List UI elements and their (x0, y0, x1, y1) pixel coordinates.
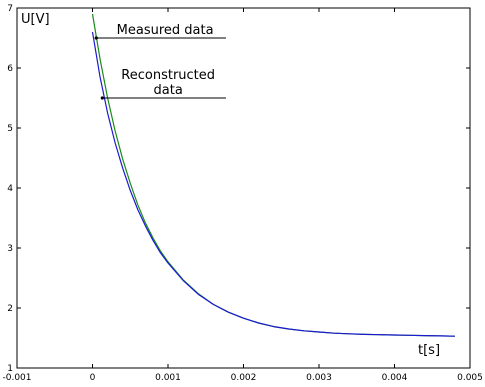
y-tick-label: 2 (7, 304, 13, 314)
y-tick-label: 7 (7, 4, 13, 14)
series-line-measured-data (91, 13, 455, 337)
x-tick-label: 0.002 (231, 373, 257, 383)
x-tick-label: 0.005 (457, 373, 483, 383)
series-line-reconstructed-data (91, 31, 455, 337)
y-tick-label: 5 (7, 124, 13, 134)
x-tick-label: 0.003 (306, 373, 332, 383)
y-tick-label: 3 (7, 244, 13, 254)
plot-frame (16, 7, 471, 369)
y-tick-label: 4 (7, 184, 13, 194)
annotation-label: Reconstructed (121, 68, 215, 83)
x-axis-label: t[s] (418, 343, 440, 358)
annotation-label: data (154, 83, 183, 98)
y-axis-label: U[V] (21, 12, 50, 27)
y-tick-label: 1 (7, 364, 13, 374)
annotation-label: Measured data (117, 23, 214, 38)
annotation-marker (100, 96, 104, 100)
x-tick-label: 0 (90, 373, 96, 383)
y-tick-label: 6 (7, 64, 13, 74)
series-group (91, 13, 455, 337)
x-tick-label: -0.001 (2, 373, 31, 383)
annotation-marker (94, 36, 98, 40)
x-tick-label: 0.004 (382, 373, 408, 383)
tick-group: -0.001 0 0.001 0.002 0.003 0.004 0.005 1 2 3 4 5 6 7 (2, 4, 482, 383)
x-tick-label: 0.001 (155, 373, 181, 383)
